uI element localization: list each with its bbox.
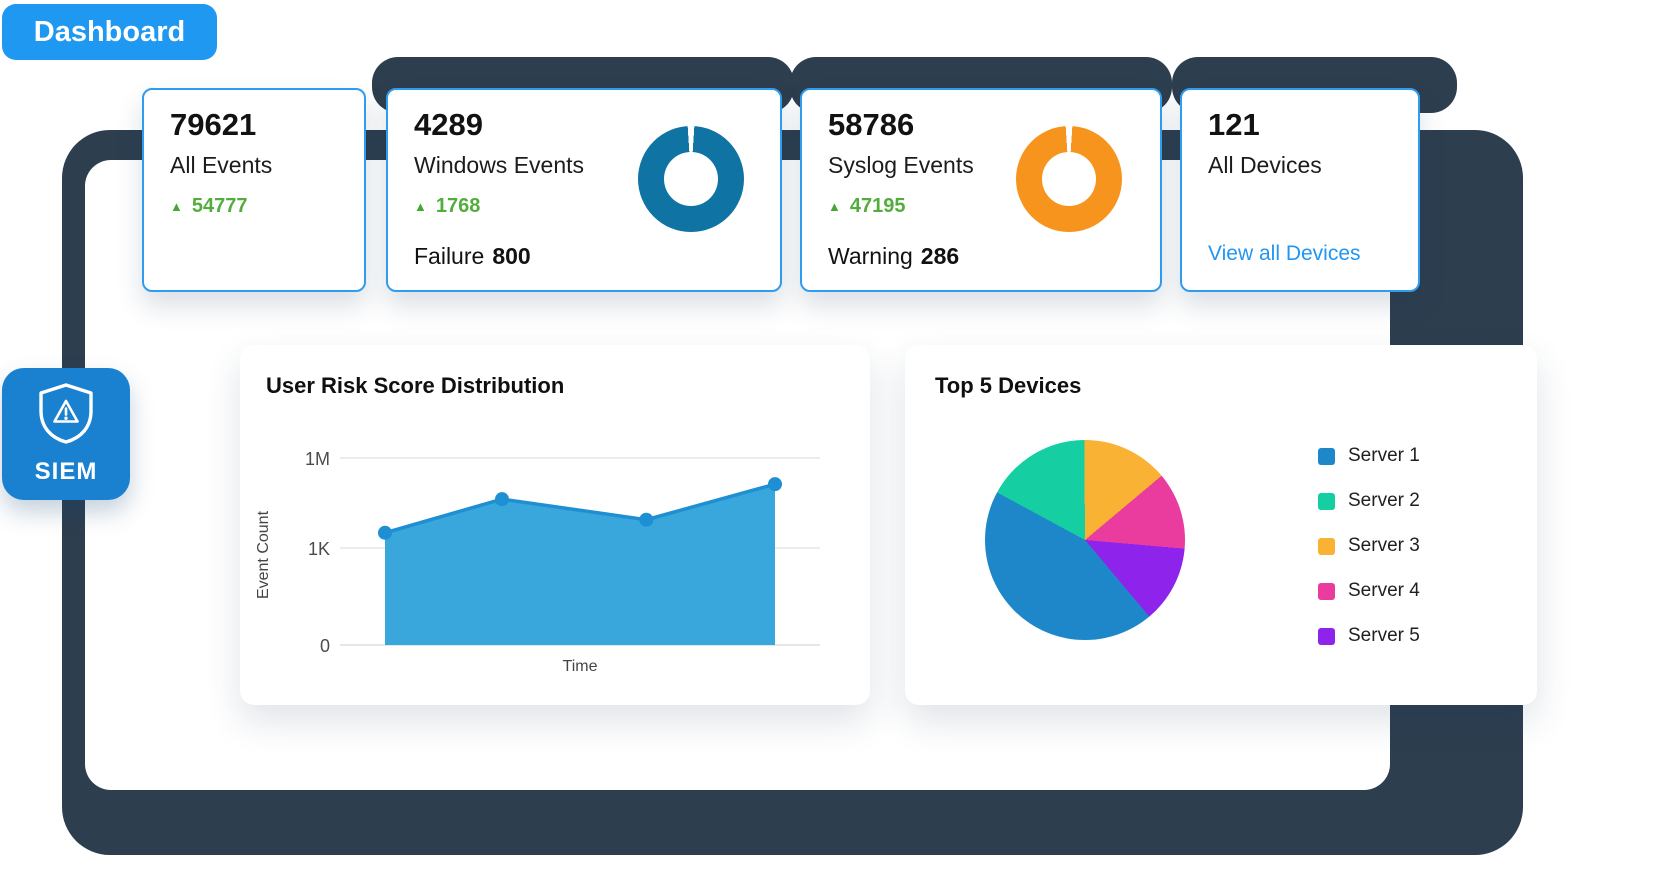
y-axis-label: Event Count <box>255 510 272 599</box>
legend-label-server-4: Server 4 <box>1348 580 1420 601</box>
legend-item-server-2[interactable]: Server 2 <box>1318 490 1420 512</box>
risk-area-chart: 1M 1K 0 Event Count Time <box>255 449 820 675</box>
legend-label-server-2: Server 2 <box>1348 490 1420 511</box>
stat-card-syslog-events: 58786 Syslog Events ▲ 47195 Warning 286 <box>800 88 1162 292</box>
legend-item-server-1[interactable]: Server 1 <box>1318 445 1420 467</box>
syslog-events-label: Syslog Events <box>828 152 974 179</box>
all-events-delta: ▲ 54777 <box>170 195 338 218</box>
top5-chart-title: Top 5 Devices <box>935 373 1082 398</box>
all-devices-count: 121 <box>1208 107 1260 142</box>
dashboard-badge[interactable]: Dashboard <box>2 4 217 60</box>
y-tick-1m: 1M <box>305 449 330 469</box>
failure-count: Failure 800 <box>414 243 531 270</box>
shield-alert-icon <box>37 382 95 449</box>
failure-value: 800 <box>492 243 531 269</box>
legend-swatch-server-3 <box>1318 537 1335 555</box>
legend-item-server-4[interactable]: Server 4 <box>1318 580 1420 602</box>
legend-swatch-server-4 <box>1318 582 1335 600</box>
area-series <box>378 477 782 645</box>
warning-count: Warning 286 <box>828 243 959 270</box>
donut-hole <box>664 152 718 206</box>
failure-label: Failure <box>414 243 485 269</box>
top5-pie-chart <box>985 440 1185 640</box>
all-devices-label: All Devices <box>1208 152 1322 179</box>
y-tick-0: 0 <box>320 636 330 656</box>
legend-label-server-5: Server 5 <box>1348 625 1420 646</box>
up-triangle-icon: ▲ <box>828 199 841 215</box>
risk-chart-title: User Risk Score Distribution <box>266 373 565 398</box>
syslog-events-delta-value: 47195 <box>849 195 906 218</box>
warning-value: 286 <box>920 243 960 269</box>
warning-label: Warning <box>828 243 913 269</box>
windows-events-delta-value: 1768 <box>435 195 481 218</box>
legend-label-server-1: Server 1 <box>1348 445 1420 466</box>
stat-card-windows-events: 4289 Windows Events ▲ 1768 Failure 800 <box>386 88 782 292</box>
siem-badge[interactable]: SIEM <box>2 368 130 500</box>
syslog-events-delta: ▲ 47195 <box>828 195 1134 218</box>
risk-chart-panel: User Risk Score Distribution 1M 1K 0 Eve… <box>240 345 870 705</box>
windows-events-label: Windows Events <box>414 152 585 179</box>
windows-events-count: 4289 <box>414 107 483 142</box>
windows-events-delta: ▲ 1768 <box>414 195 754 218</box>
legend-label-server-3: Server 3 <box>1348 535 1420 556</box>
stat-card-all-devices: 121 All Devices View all Devices <box>1180 88 1420 292</box>
siem-label: SIEM <box>34 458 98 485</box>
legend-item-server-3[interactable]: Server 3 <box>1318 535 1420 557</box>
up-triangle-icon: ▲ <box>414 199 427 215</box>
legend-item-server-5[interactable]: Server 5 <box>1318 625 1420 647</box>
y-tick-1k: 1K <box>308 539 330 559</box>
legend-swatch-server-1 <box>1318 447 1335 465</box>
top5-legend: Server 1 Server 2 Server 3 Server 4 Serv… <box>1318 445 1420 670</box>
donut-hole <box>1042 152 1096 206</box>
windows-events-donut-chart <box>638 126 744 232</box>
all-events-count: 79621 <box>170 107 257 142</box>
all-events-delta-value: 54777 <box>191 195 248 218</box>
stat-card-all-events: 79621 All Events ▲ 54777 <box>142 88 366 292</box>
syslog-events-count: 58786 <box>828 107 915 142</box>
syslog-events-donut-chart <box>1016 126 1122 232</box>
x-axis-label: Time <box>563 658 598 675</box>
up-triangle-icon: ▲ <box>170 199 183 215</box>
top5-chart-panel: Top 5 Devices Server 1 Server 2 Server 3… <box>905 345 1537 705</box>
view-all-devices-link[interactable]: View all Devices <box>1208 242 1361 265</box>
all-events-label: All Events <box>170 152 273 179</box>
legend-swatch-server-5 <box>1318 627 1335 645</box>
legend-swatch-server-2 <box>1318 492 1335 510</box>
